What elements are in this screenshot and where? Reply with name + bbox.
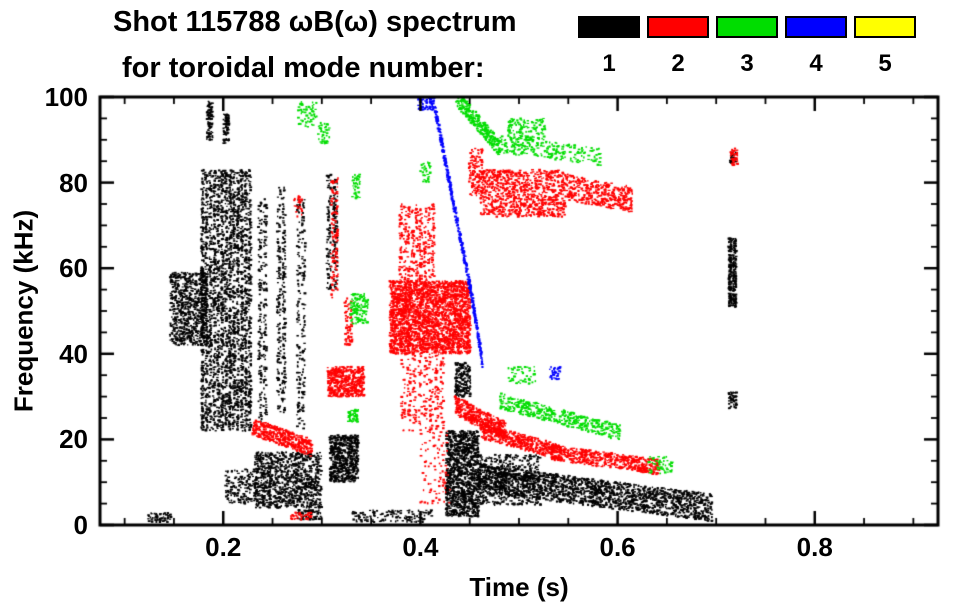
- legend-label-n4: 4: [809, 50, 823, 77]
- y-tick-label: 60: [59, 253, 88, 284]
- legend-item-n4: 4: [785, 16, 847, 78]
- x-tick-label: 0.4: [402, 532, 439, 562]
- x-tick-label: 0.6: [599, 532, 636, 562]
- legend-item-n5: 5: [854, 16, 916, 78]
- legend-label-n5: 5: [878, 50, 892, 77]
- y-tick-label: 20: [59, 424, 88, 455]
- legend-label-n3: 3: [740, 50, 754, 77]
- legend-item-n3: 3: [716, 16, 778, 78]
- legend-item-n2: 2: [647, 16, 709, 78]
- legend-item-n1: 1: [578, 16, 640, 78]
- x-tick-label: 0.2: [205, 532, 242, 562]
- legend-swatch-n4: [785, 16, 847, 38]
- legend-label-n2: 2: [671, 50, 685, 77]
- mode-legend: 1 2 3 4 5: [578, 16, 916, 78]
- legend-swatch-n2: [647, 16, 709, 38]
- y-axis-title: Frequency (kHz): [8, 209, 39, 413]
- chart-title: Shot 115788 ωB(ω) spectrum: [113, 6, 517, 38]
- y-tick-label: 0: [73, 510, 88, 540]
- y-tick-label: 40: [59, 338, 88, 369]
- x-tick-label: 0.8: [796, 532, 833, 562]
- legend-swatch-n3: [716, 16, 778, 38]
- y-tick-label: 80: [59, 167, 88, 198]
- chart-subtitle: for toroidal mode number:: [122, 52, 485, 84]
- legend-label-n1: 1: [602, 50, 616, 77]
- x-axis-title: Time (s): [469, 572, 569, 602]
- legend-swatch-n5: [854, 16, 916, 38]
- legend-swatch-n1: [578, 16, 640, 38]
- y-tick-label: 100: [44, 82, 88, 112]
